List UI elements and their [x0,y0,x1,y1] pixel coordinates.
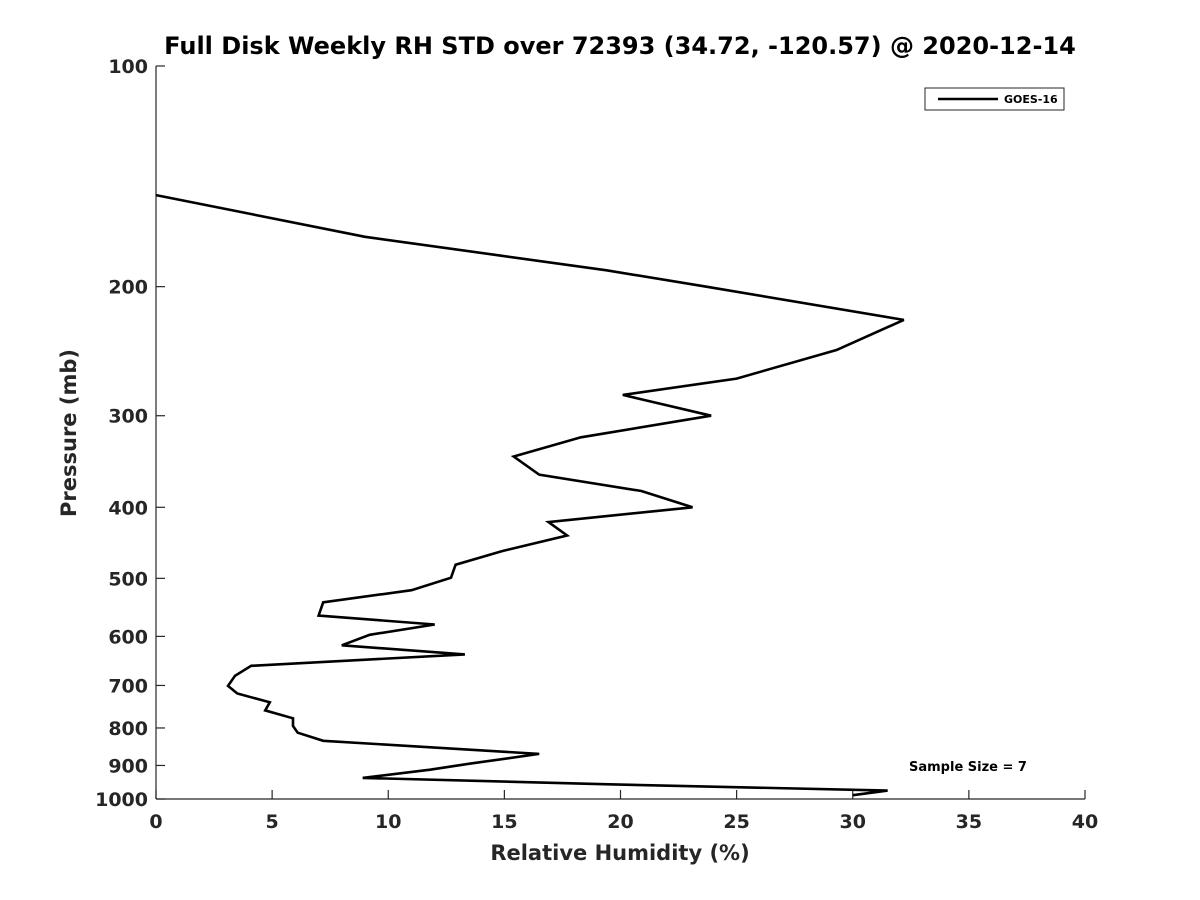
x-tick-label: 20 [607,811,633,833]
x-tick-label: 30 [840,811,866,833]
y-axis-label: Pressure (mb) [57,349,81,517]
y-tick-label: 600 [108,626,148,648]
y-tick-label: 400 [108,497,148,519]
x-tick-label: 0 [149,811,162,833]
series-line-goes-16 [155,193,905,797]
y-tick-label: 100 [108,56,148,78]
legend: GOES-16 [924,87,1065,111]
x-axis-label: Relative Humidity (%) [490,841,749,865]
x-tick-label: 25 [723,811,749,833]
y-tick-label: 700 [108,675,148,697]
x-tick-label: 5 [266,811,279,833]
x-tick-label: 40 [1072,811,1098,833]
x-axis-ticks: 0 5 10 15 20 25 30 35 40 [149,790,1098,833]
y-tick-label: 300 [108,406,148,428]
y-axis-ticks: 100 200 300 400 500 600 700 800 900 1000 [95,56,165,811]
x-tick-label: 10 [375,811,401,833]
sample-size-annotation: Sample Size = 7 [909,760,1027,775]
x-tick-label: 15 [491,811,517,833]
y-tick-label: 1000 [95,789,148,811]
legend-entry-goes-16: GOES-16 [1004,93,1058,106]
chart-title: Full Disk Weekly RH STD over 72393 (34.7… [164,32,1076,60]
y-tick-label: 800 [108,718,148,740]
x-tick-label: 35 [956,811,982,833]
plot-area: 0 5 10 15 20 25 30 35 40 100 200 300 400 500 600 700 80… [95,56,1098,833]
y-tick-label: 500 [108,568,148,590]
y-tick-label: 200 [108,277,148,299]
y-tick-label: 900 [108,755,148,777]
series-layer [155,193,905,797]
